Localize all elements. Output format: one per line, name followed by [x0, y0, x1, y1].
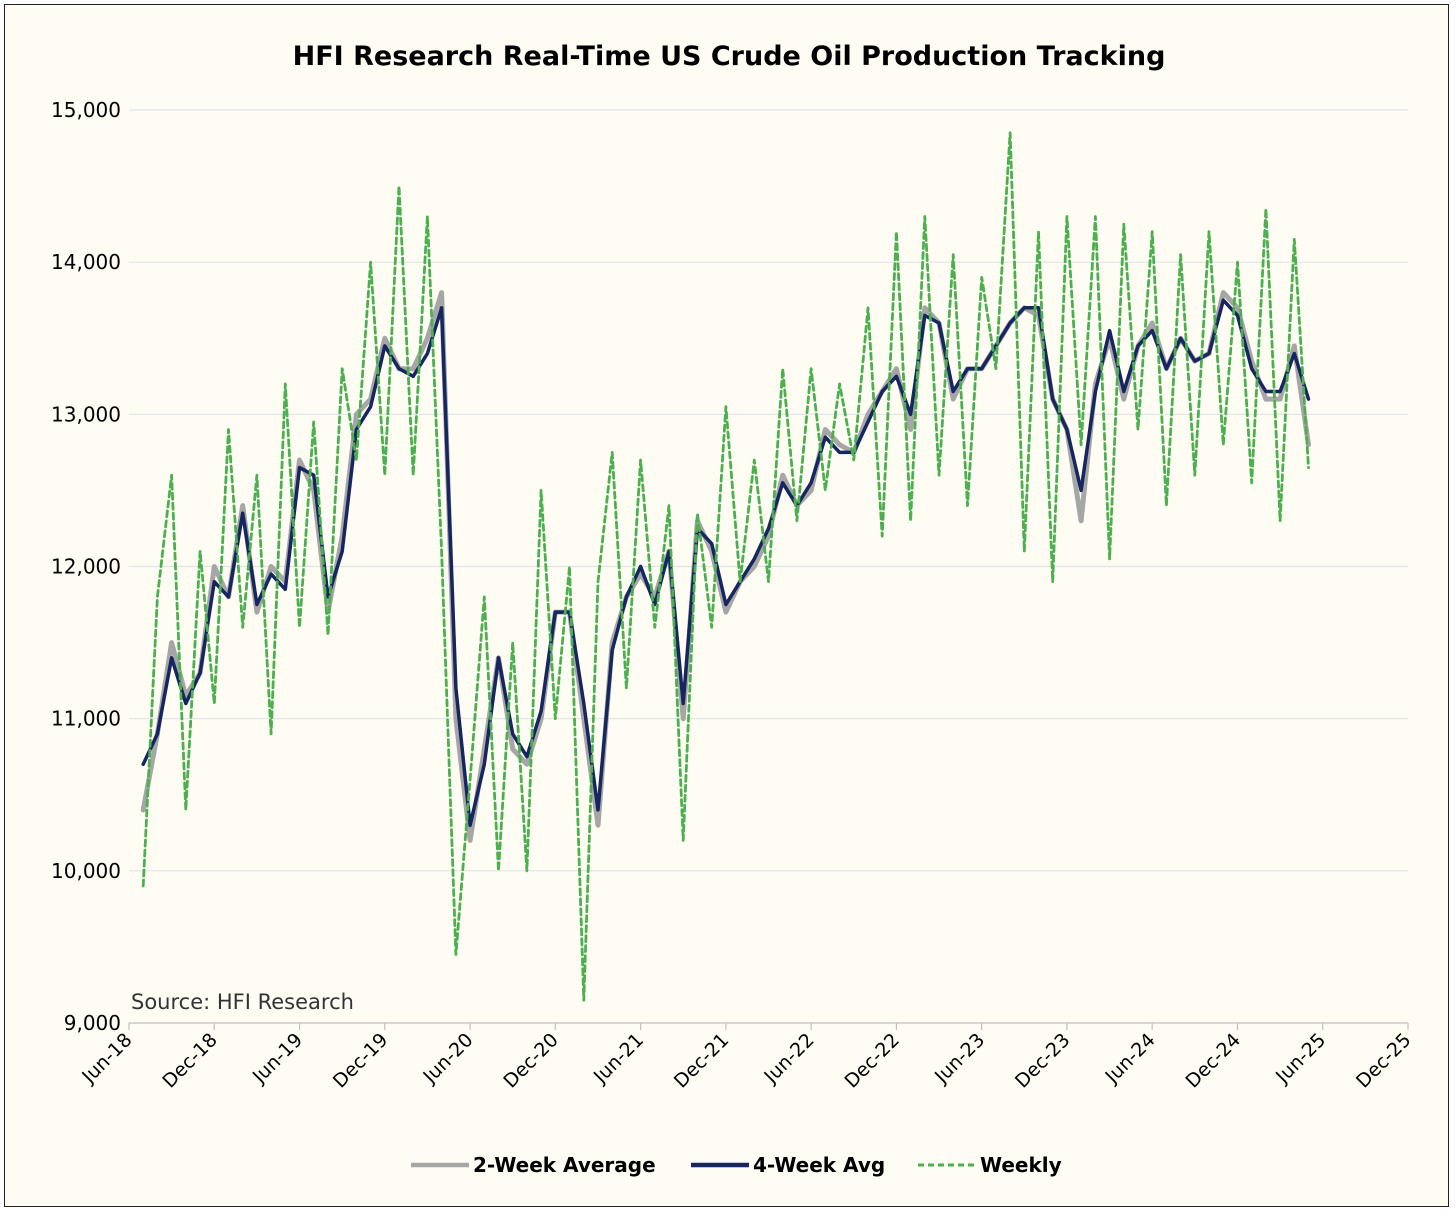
x-tick-label: Jun-18	[77, 1029, 136, 1088]
x-tick-label: Jun-23	[930, 1029, 989, 1088]
series-layer	[140, 131, 1311, 1002]
x-axis	[128, 1022, 1409, 1030]
chart-title: HFI Research Real-Time US Crude Oil Prod…	[293, 41, 1166, 72]
legend-label: Weekly	[980, 1153, 1062, 1177]
x-tick-label: Jun-24	[1101, 1029, 1160, 1088]
line-chart: HFI Research Real-Time US Crude Oil Prod…	[51, 41, 1416, 1177]
x-tick-label: Jun-21	[589, 1029, 648, 1088]
source-note: Source: HFI Research	[131, 990, 354, 1014]
x-tick-label: Dec-21	[670, 1029, 734, 1093]
y-tick-label: 14,000	[51, 250, 121, 274]
x-tick-label: Dec-24	[1181, 1029, 1245, 1093]
legend-label: 2-Week Average	[473, 1153, 656, 1177]
x-tick-label: Dec-18	[158, 1029, 222, 1093]
legend-item: 2-Week Average	[411, 1153, 656, 1177]
legend-item: Weekly	[918, 1153, 1062, 1177]
y-axis-tick-labels: 9,000 10,000 11,000 12,000 13,000 14,000 15,00…	[51, 98, 121, 1035]
x-tick-label: Jun-20	[418, 1029, 477, 1088]
x-tick-label: Dec-22	[840, 1029, 904, 1093]
x-tick-label: Dec-25	[1352, 1029, 1416, 1093]
series-line-4-week-avg	[141, 298, 1311, 827]
y-tick-label: 11,000	[51, 707, 121, 731]
y-tick-label: 13,000	[51, 402, 121, 426]
x-axis-tick-labels: Jun-18 Dec-18 Jun-19 Dec-19 Jun-20 Dec-20 Jun-…	[77, 1029, 1415, 1093]
legend-label: 4-Week Avg	[753, 1153, 885, 1177]
chart-frame: HFI Research Real-Time US Crude Oil Prod…	[4, 4, 1449, 1207]
x-tick-label: Jun-25	[1271, 1029, 1330, 1088]
y-tick-label: 9,000	[64, 1011, 121, 1035]
gridlines	[129, 109, 1408, 872]
y-tick-label: 10,000	[51, 859, 121, 883]
x-tick-label: Jun-19	[248, 1029, 307, 1088]
x-tick-label: Dec-23	[1011, 1029, 1075, 1093]
legend-item: 4-Week Avg	[691, 1153, 885, 1177]
x-tick-label: Jun-22	[759, 1029, 818, 1088]
legend: 2-Week Average 4-Week Avg Weekly	[411, 1153, 1062, 1177]
x-tick-label: Dec-19	[329, 1029, 393, 1093]
y-tick-label: 12,000	[51, 555, 121, 579]
x-tick-label: Dec-20	[499, 1029, 563, 1093]
y-tick-label: 15,000	[51, 98, 121, 122]
series-line-weekly	[141, 131, 1310, 1002]
